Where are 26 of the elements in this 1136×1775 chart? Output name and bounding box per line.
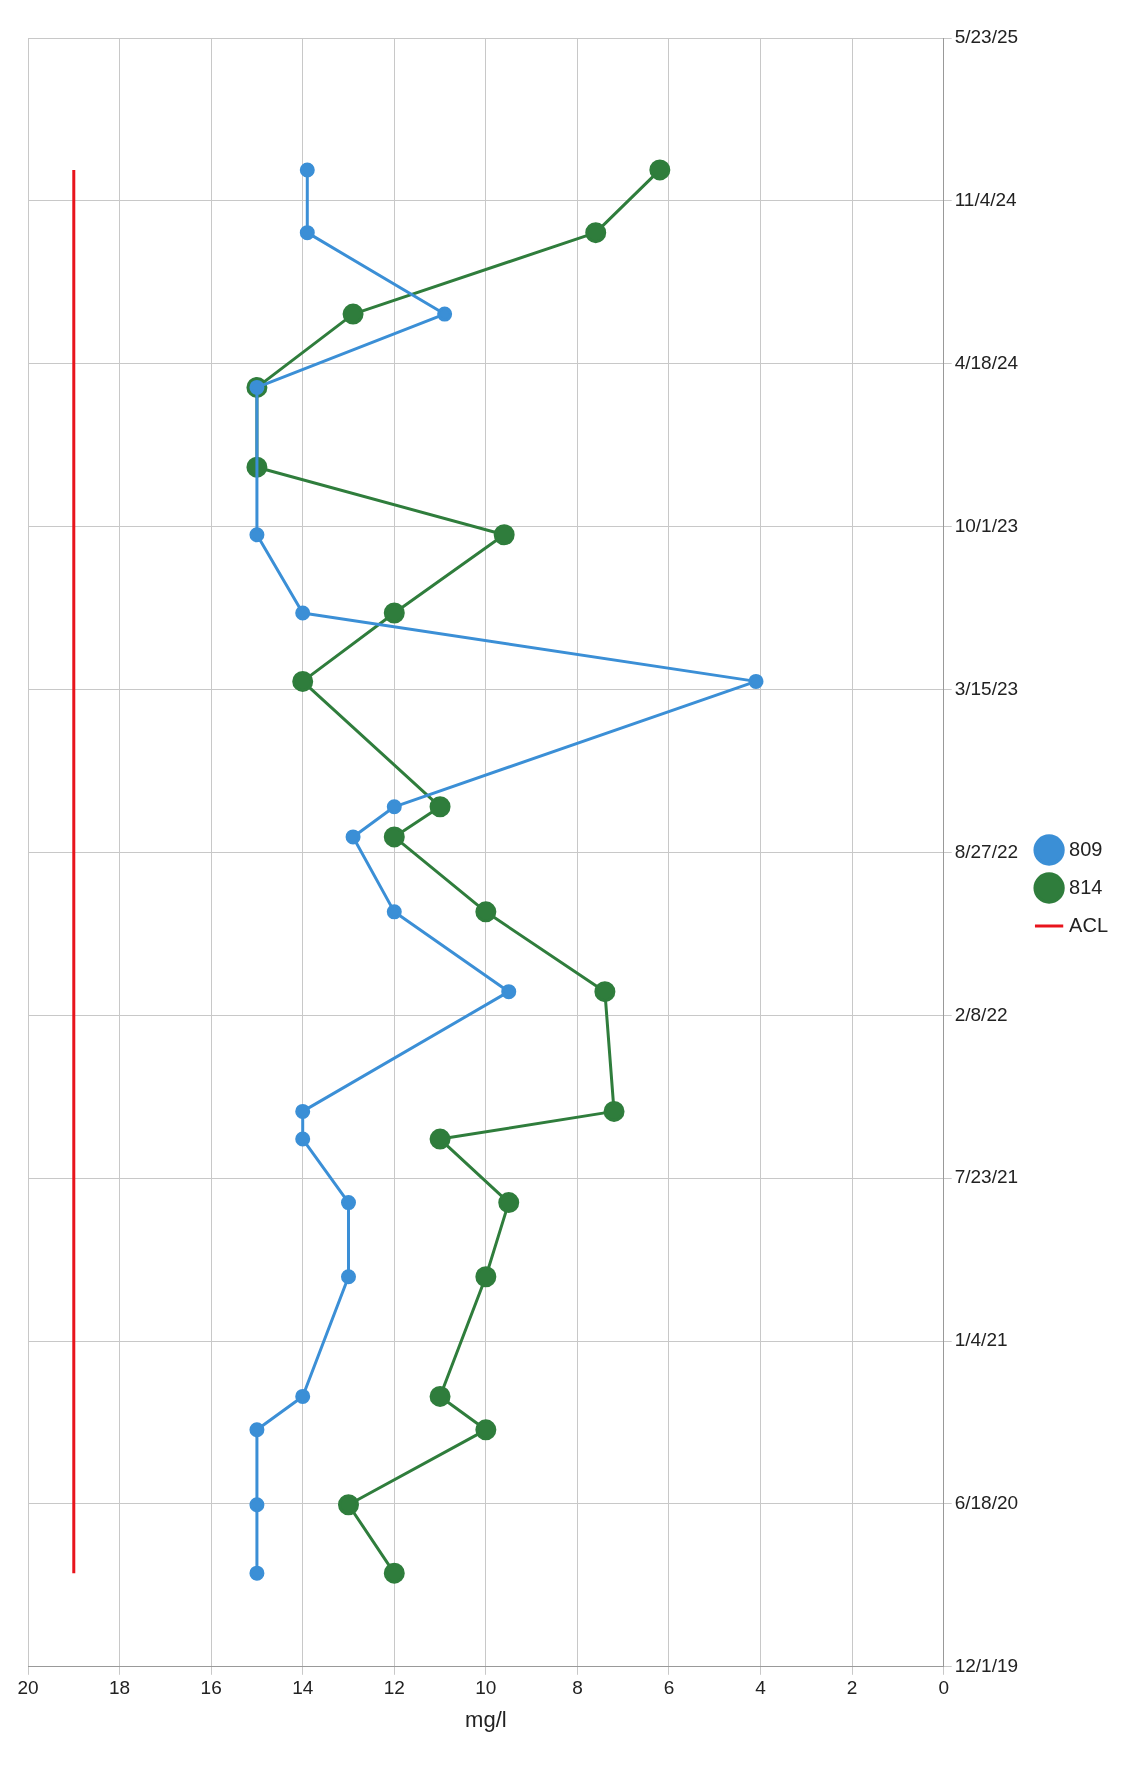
y-tick-label: 8/27/22 [954, 840, 1019, 862]
y-tick-label: 4/18/24 [954, 351, 1019, 373]
y-tick-label: 3/15/23 [954, 677, 1019, 699]
x-tick-label: 2 [846, 1677, 858, 1699]
x-tick-label: 14 [292, 1677, 314, 1699]
x-axis-title: mg/l [465, 1706, 507, 1732]
y-tick-label: 10/1/23 [954, 514, 1019, 536]
y-tick-label: 6/18/20 [954, 1492, 1019, 1514]
x-tick-label: 10 [475, 1677, 497, 1699]
y-tick-label: 11/4/24 [954, 189, 1018, 211]
x-tick-label: 18 [109, 1677, 131, 1699]
y-tick-label: 7/23/21 [954, 1166, 1019, 1188]
legend-label: 814 [1069, 875, 1103, 898]
legend-label: ACL [1069, 913, 1108, 936]
x-tick-label: 20 [17, 1677, 39, 1699]
x-tick-label: 16 [200, 1677, 222, 1699]
y-tick-label: 5/23/25 [954, 26, 1019, 48]
x-tick-label: 8 [572, 1677, 583, 1699]
y-tick-label: 1/4/21 [954, 1329, 1008, 1351]
x-tick-label: 4 [755, 1677, 767, 1699]
y-tick-label: 2/8/22 [954, 1003, 1008, 1025]
x-tick-label: 0 [938, 1677, 949, 1699]
y-tick-label: 12/1/19 [954, 1655, 1019, 1677]
x-tick-label: 12 [383, 1677, 405, 1699]
x-tick-label: 6 [663, 1677, 675, 1699]
legend-label: 809 [1069, 837, 1103, 860]
